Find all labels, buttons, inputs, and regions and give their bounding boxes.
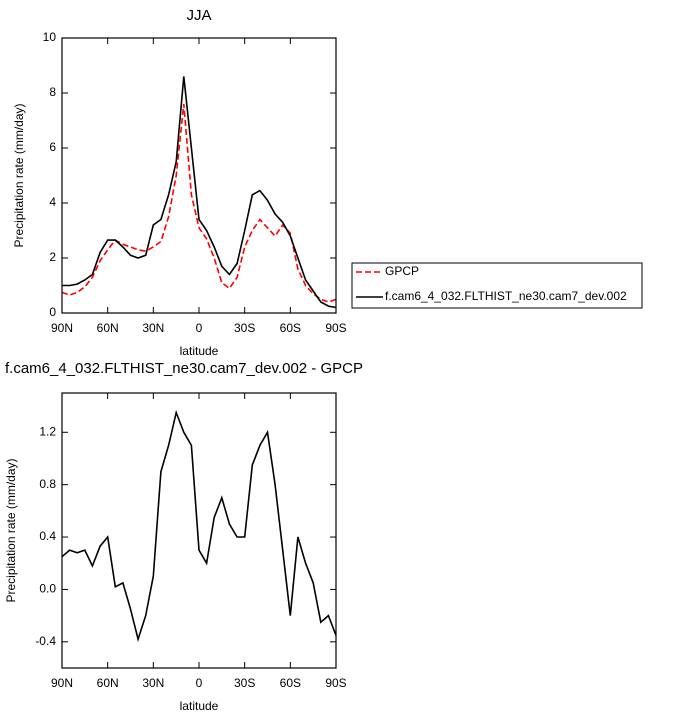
legend-box <box>351 262 643 309</box>
x-tick-label: 90N <box>51 321 73 335</box>
y-tick-label: 1.2 <box>39 424 56 438</box>
x-tick-label: 90S <box>325 321 346 335</box>
y-tick-label: 0.0 <box>39 582 56 596</box>
y-tick-label: -0.4 <box>35 634 56 648</box>
data-line <box>61 103 337 303</box>
legend-label: GPCP <box>385 264 419 278</box>
x-axis-label: latitude <box>180 699 219 713</box>
data-line <box>61 409 337 643</box>
x-tick-label: 30S <box>234 321 255 335</box>
y-tick-label: 10 <box>43 30 57 44</box>
y-tick-label: 6 <box>49 140 56 154</box>
legend-label: f.cam6_4_032.FLTHIST_ne30.cam7_dev.002 <box>385 289 627 303</box>
x-tick-label: 90S <box>325 676 346 690</box>
y-tick-label: 0.8 <box>39 477 56 491</box>
plot-frame <box>61 37 337 314</box>
x-tick-label: 60S <box>280 321 301 335</box>
x-tick-label: 30S <box>234 676 255 690</box>
y-tick-label: 0 <box>49 305 56 319</box>
x-axis-label: latitude <box>180 344 219 358</box>
x-tick-label: 30N <box>142 321 164 335</box>
x-tick-label: 90N <box>51 676 73 690</box>
y-tick-label: 2 <box>49 250 56 264</box>
chart-title: JJA <box>186 7 211 24</box>
plot-frame <box>61 392 337 669</box>
x-tick-label: 60S <box>280 676 301 690</box>
x-tick-label: 60N <box>97 676 119 690</box>
y-axis-label: Precipitation rate (mm/day) <box>4 458 18 602</box>
x-tick-label: 60N <box>97 321 119 335</box>
x-tick-label: 30N <box>142 676 164 690</box>
y-axis-label: Precipitation rate (mm/day) <box>12 103 26 247</box>
y-tick-label: 0.4 <box>39 529 56 543</box>
data-line <box>62 76 337 309</box>
y-tick-label: 4 <box>49 195 56 209</box>
x-tick-label: 0 <box>196 321 203 335</box>
chart-title: f.cam6_4_032.FLTHIST_ne30.cam7_dev.002 -… <box>5 360 363 377</box>
x-tick-label: 0 <box>196 676 203 690</box>
y-tick-label: 8 <box>49 85 56 99</box>
